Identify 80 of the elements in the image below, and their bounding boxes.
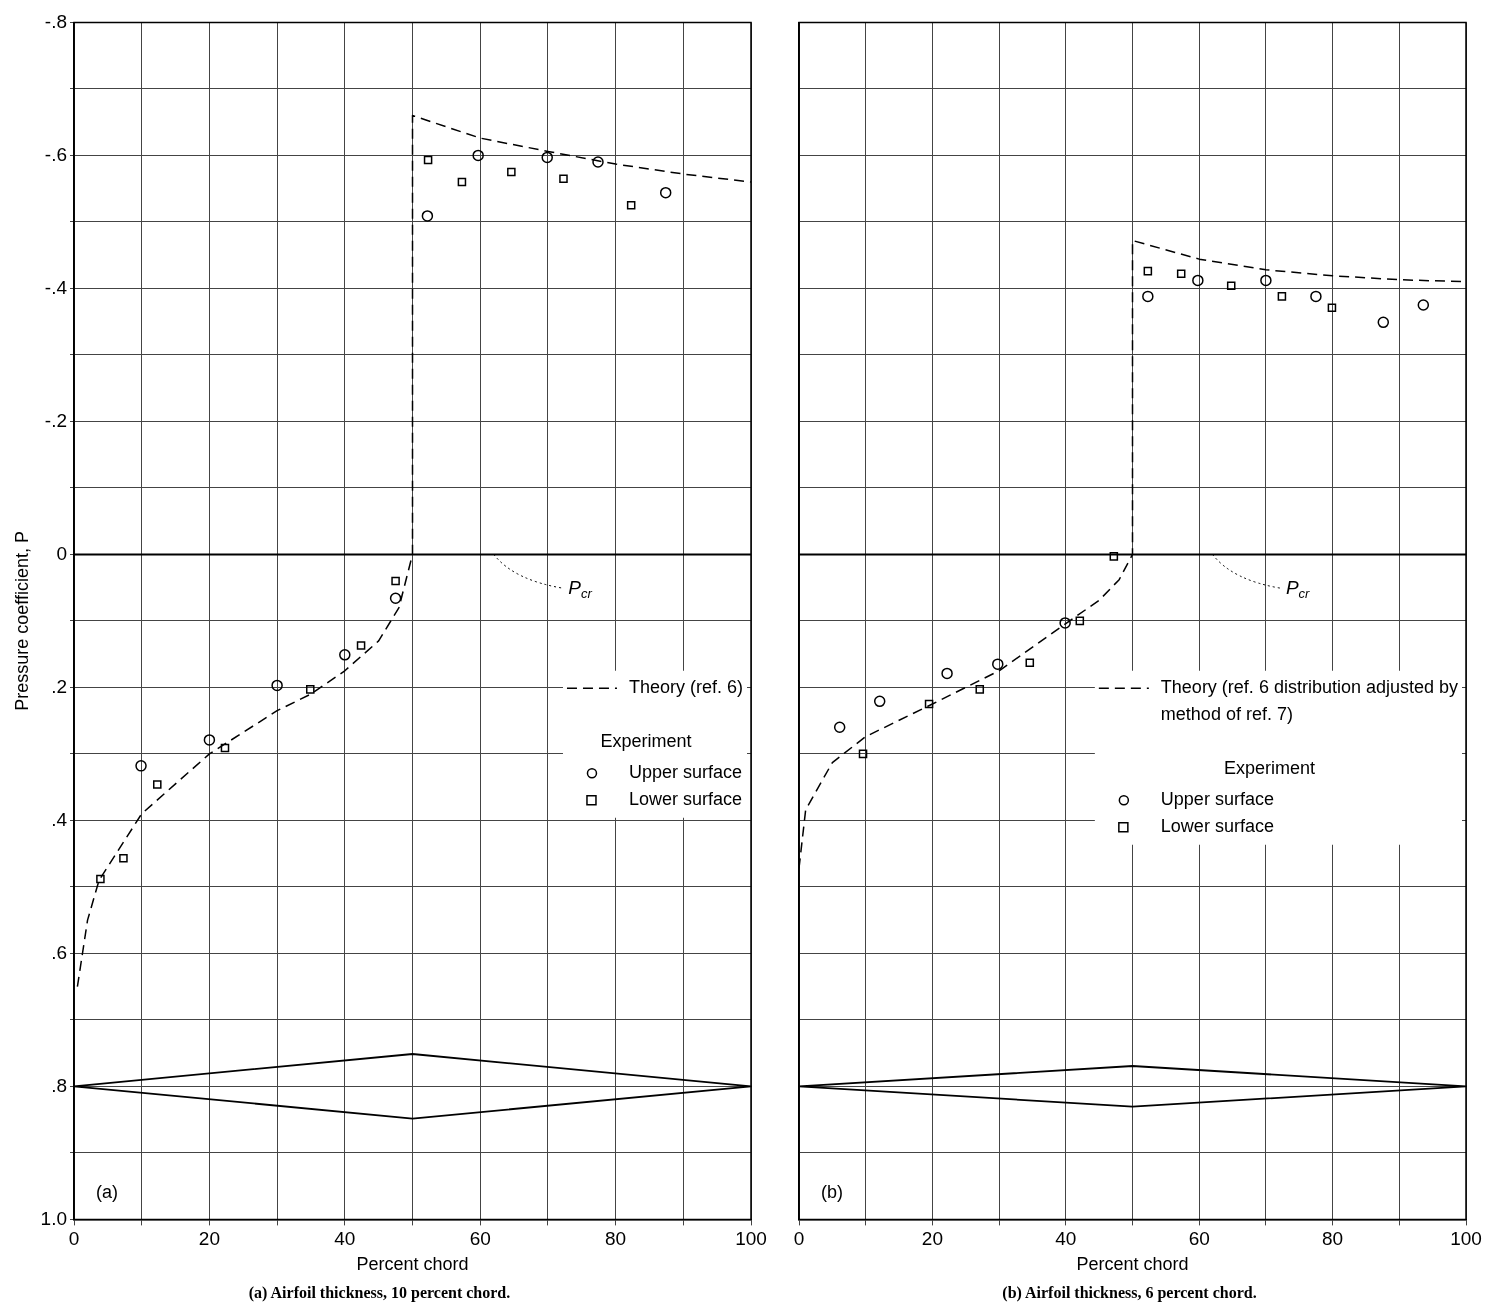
point bbox=[924, 699, 934, 709]
x-tick-label: 80 bbox=[1322, 1228, 1344, 1250]
point bbox=[1192, 274, 1204, 287]
x-tick-label: 100 bbox=[735, 1228, 767, 1250]
x-axis-title: Percent chord bbox=[1076, 1253, 1189, 1274]
text: (a) Airfoil thickness, 10 percent chord. bbox=[248, 1283, 511, 1302]
x-tick-label: 0 bbox=[793, 1228, 805, 1250]
point bbox=[135, 760, 147, 772]
point bbox=[1025, 658, 1035, 668]
x-tick-label: 40 bbox=[334, 1228, 356, 1250]
legend-label: Theory (ref. 6 distribution adjusted by method of ref. 7) bbox=[1160, 677, 1459, 725]
legend-label: Upper surface bbox=[628, 762, 743, 783]
point bbox=[941, 667, 953, 680]
point bbox=[1143, 266, 1153, 276]
legend-label: Lower surface bbox=[628, 789, 743, 810]
point bbox=[391, 576, 400, 586]
legend-label: Upper surface bbox=[1160, 789, 1274, 810]
point bbox=[592, 156, 604, 168]
point bbox=[559, 174, 568, 183]
y-tick-label: -.2 bbox=[44, 409, 68, 431]
point bbox=[626, 200, 636, 210]
y-tick-label: .8 bbox=[51, 1074, 68, 1096]
point bbox=[507, 167, 516, 177]
point bbox=[220, 743, 230, 753]
point bbox=[1327, 303, 1337, 312]
point bbox=[659, 186, 672, 199]
point bbox=[96, 874, 105, 884]
point bbox=[873, 695, 886, 708]
point bbox=[1377, 316, 1390, 329]
y-axis-title: Pressure coefficient, P bbox=[11, 531, 32, 711]
y-tick-label: 1.0 bbox=[40, 1207, 68, 1229]
annotation: (a) bbox=[96, 1182, 119, 1203]
point bbox=[423, 155, 433, 165]
y-tick-label: .2 bbox=[51, 675, 68, 697]
point bbox=[457, 177, 467, 187]
point bbox=[389, 592, 402, 605]
text: (b) Airfoil thickness, 6 percent chord. bbox=[1002, 1283, 1257, 1302]
x-tick-label: 100 bbox=[1450, 1228, 1482, 1250]
point bbox=[153, 780, 162, 789]
point bbox=[203, 734, 216, 746]
point bbox=[1075, 616, 1085, 626]
x-tick-label: 20 bbox=[198, 1228, 220, 1250]
legend-label: Theory (ref. 6) bbox=[628, 677, 743, 698]
point bbox=[1260, 274, 1272, 287]
y-tick-label: -.4 bbox=[44, 276, 68, 298]
point bbox=[541, 151, 553, 164]
annotation: (b) bbox=[821, 1182, 843, 1203]
point bbox=[472, 149, 484, 162]
point bbox=[858, 749, 868, 759]
point bbox=[1310, 290, 1322, 303]
point bbox=[271, 679, 283, 692]
point bbox=[1226, 281, 1236, 291]
point bbox=[339, 649, 351, 661]
point bbox=[306, 685, 315, 694]
point bbox=[1109, 552, 1119, 561]
point bbox=[992, 658, 1004, 670]
point bbox=[1059, 617, 1071, 629]
legend-title: Experiment bbox=[1223, 757, 1315, 778]
point bbox=[119, 854, 128, 863]
point bbox=[421, 210, 434, 222]
x-tick-label: 80 bbox=[605, 1228, 627, 1250]
y-tick-label: .6 bbox=[51, 941, 68, 963]
point bbox=[975, 685, 985, 694]
x-tick-label: 40 bbox=[1055, 1228, 1077, 1250]
point bbox=[1417, 299, 1430, 311]
x-tick-label: 20 bbox=[921, 1228, 943, 1250]
point bbox=[833, 721, 846, 734]
y-tick-label: -.8 bbox=[44, 10, 68, 32]
x-axis-title: Percent chord bbox=[356, 1253, 469, 1274]
y-tick-label: .4 bbox=[51, 808, 68, 830]
point bbox=[356, 641, 366, 650]
x-tick-label: 60 bbox=[469, 1228, 491, 1250]
x-tick-label: 60 bbox=[1188, 1228, 1210, 1250]
y-tick-label: -.6 bbox=[44, 143, 68, 165]
point bbox=[1142, 290, 1154, 303]
legend-title: Experiment bbox=[600, 730, 692, 751]
legend-label: Lower surface bbox=[1160, 816, 1274, 837]
point bbox=[1176, 269, 1186, 279]
point bbox=[1277, 292, 1287, 301]
y-tick-label: 0 bbox=[56, 542, 68, 564]
